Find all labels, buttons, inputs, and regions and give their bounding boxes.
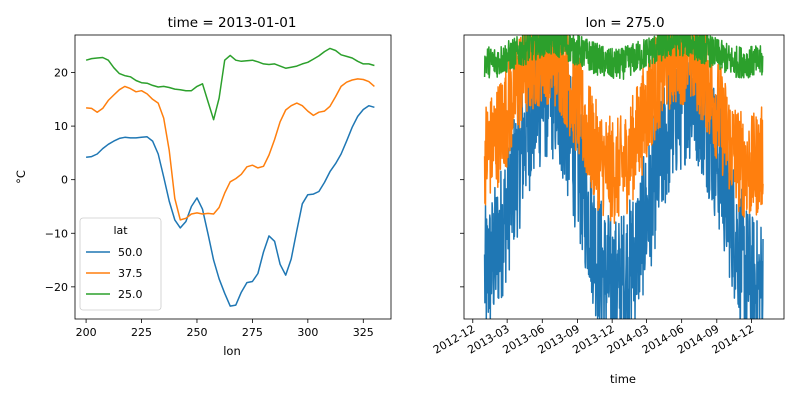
left-series-line-37.5 xyxy=(86,78,375,221)
left-x-tick-label: 325 xyxy=(353,326,374,339)
left-plot-lines xyxy=(85,47,375,307)
legend-label-50.0: 50.0 xyxy=(118,246,143,259)
legend-label-37.5: 37.5 xyxy=(118,267,143,280)
right-axes-frame xyxy=(463,34,785,320)
legend-label-25.0: 25.0 xyxy=(118,288,143,301)
left-chart-title: time = 2013-01-01 xyxy=(168,15,297,31)
legend-title: lat xyxy=(113,224,128,237)
left-y-tick-label: 20 xyxy=(54,67,68,80)
left-axes-frame xyxy=(74,34,392,320)
left-y-axis-label: °C xyxy=(14,170,28,184)
left-x-tick-label: 200 xyxy=(76,326,97,339)
legend-box xyxy=(79,217,162,311)
right-chart-title: lon = 275.0 xyxy=(585,15,664,31)
left-x-axis-label: lon xyxy=(223,344,241,358)
left-panel: time = 2013-01-01 °C lon 200 225 250 275 300… xyxy=(14,15,392,358)
left-series-line-50.0 xyxy=(86,104,375,307)
left-y-tick-label: 10 xyxy=(54,120,68,133)
left-x-tick-label: 275 xyxy=(242,326,263,339)
right-series-line-25.0 xyxy=(483,35,764,80)
right-plot-lines xyxy=(483,35,764,319)
left-y-tick-label: 0 xyxy=(61,174,68,187)
left-y-tick-label: −20 xyxy=(45,281,68,294)
left-y-tick-label: −10 xyxy=(45,227,68,240)
left-series-line-25.0 xyxy=(85,47,375,121)
left-x-tick-label: 250 xyxy=(186,326,207,339)
left-axes-ticks: 200 225 250 275 300 325 −20 −10 0 10 20 xyxy=(45,67,374,339)
right-panel: lon = 275.0 time 2012-122013-032013-0620… xyxy=(431,15,785,386)
right-x-axis-label: time xyxy=(610,372,636,386)
right-series-line-37.5 xyxy=(483,35,764,224)
left-x-tick-label: 300 xyxy=(297,326,318,339)
legend: lat 50.0 37.5 25.0 xyxy=(79,217,162,311)
left-x-tick-label: 225 xyxy=(131,326,152,339)
